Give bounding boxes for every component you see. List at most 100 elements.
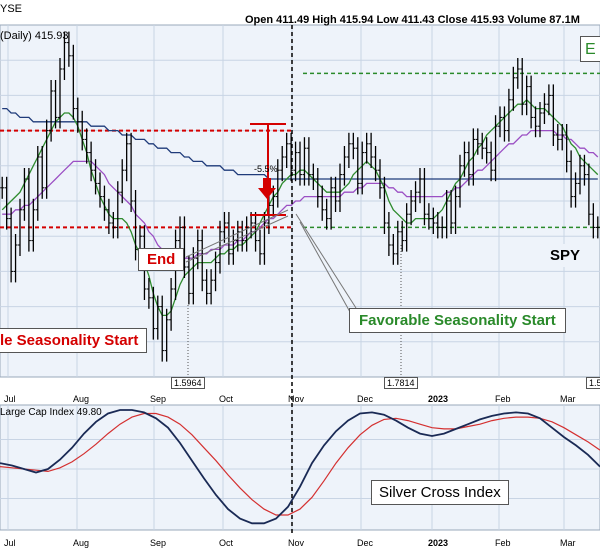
price-x-tick-label: Mar	[560, 394, 576, 404]
price-bar	[529, 75, 534, 129]
price-bar	[195, 229, 200, 270]
price-bar	[93, 159, 98, 195]
index-x-tick-label: Dec	[357, 538, 374, 548]
price-gridlines	[0, 25, 600, 377]
price-bar	[186, 256, 191, 305]
price-bar	[306, 137, 311, 186]
price-bar	[418, 168, 422, 204]
drop-bracket	[250, 123, 286, 216]
price-bar	[58, 58, 62, 129]
fav-callout-leader-2	[299, 221, 351, 313]
price-bar	[89, 141, 94, 182]
price-x-tick-label: Dec	[357, 394, 374, 404]
price-bar	[235, 220, 240, 252]
price-bar	[569, 150, 574, 208]
price-bar	[480, 132, 485, 160]
volume-marker-1: 1.5964	[171, 377, 205, 389]
end-label-right: E	[580, 36, 600, 62]
end-callout-leader	[185, 209, 289, 258]
price-bar	[502, 106, 507, 142]
price-bar	[386, 212, 391, 256]
index-x-tick-label: Mar	[560, 538, 576, 548]
price-bar	[555, 124, 560, 151]
index-signal-line	[0, 412, 600, 516]
price-bar	[98, 172, 102, 208]
end-callout-leader-2	[185, 215, 289, 263]
pct-change-label: -5.5%	[254, 164, 278, 174]
price-bar	[444, 190, 449, 239]
price-bar	[422, 168, 427, 226]
price-bar	[564, 124, 569, 173]
ticker-label: SPY	[544, 244, 587, 267]
ma-mid-line	[2, 129, 599, 259]
price-bar	[440, 216, 445, 239]
favorable-seasonality-label: Favorable Seasonality Start	[349, 308, 566, 333]
price-bar	[26, 168, 31, 252]
price-bar	[498, 106, 502, 138]
price-bar	[71, 44, 76, 120]
price-bar	[404, 203, 409, 252]
price-bar	[453, 185, 458, 234]
price-bar	[200, 229, 205, 292]
index-x-tick-label: Feb	[495, 538, 511, 548]
volume-marker-2: 1.7814	[384, 377, 418, 389]
price-bar	[298, 141, 302, 186]
price-bar	[551, 84, 556, 146]
price-bar	[155, 295, 160, 340]
price-bar	[13, 234, 18, 283]
price-bar	[520, 58, 525, 116]
index-x-axis: Jul Aug Sep Oct Nov Dec 2023 Feb Mar	[4, 538, 576, 548]
price-bar	[378, 159, 382, 199]
price-bar	[151, 286, 156, 340]
price-bar	[338, 163, 342, 212]
price-bar	[538, 102, 542, 138]
price-bar	[66, 31, 71, 67]
price-bar	[493, 115, 498, 182]
price-bar	[329, 176, 334, 230]
index-x-tick-label: 2023	[428, 538, 448, 548]
price-bar	[31, 198, 36, 252]
price-bar	[435, 212, 440, 239]
index-x-tick-label: Aug	[73, 538, 89, 548]
price-bar	[484, 137, 489, 164]
price-bar	[111, 212, 116, 239]
price-bar	[178, 216, 182, 252]
price-bar	[311, 163, 316, 190]
price-bar	[449, 190, 454, 234]
price-bar	[346, 132, 351, 168]
price-bar	[351, 132, 356, 160]
price-bar	[391, 234, 396, 265]
price-bar	[546, 84, 551, 116]
price-bar	[124, 132, 129, 182]
index-x-tick-label: Sep	[150, 538, 166, 548]
price-bar	[302, 137, 307, 186]
price-bar	[164, 308, 169, 362]
volume-marker-3: 1.5	[586, 377, 600, 389]
price-x-tick-label: 2023	[428, 394, 448, 404]
price-bar	[506, 88, 511, 142]
price-bar	[102, 185, 107, 221]
price-bar	[515, 58, 520, 89]
exchange-label: YSE	[0, 3, 22, 15]
unfavorable-seasonality-label: le Seasonality Start	[0, 328, 148, 353]
series-label: (Daily) 415.93	[0, 30, 68, 42]
price-bar	[431, 207, 436, 234]
end-label: End	[138, 248, 185, 271]
price-bar	[364, 132, 369, 164]
price-bar	[586, 163, 591, 226]
price-bar	[22, 168, 27, 221]
price-bar	[400, 220, 405, 252]
price-bar	[169, 278, 174, 331]
price-bar	[333, 176, 338, 212]
index-x-tick-label: Oct	[219, 538, 234, 548]
price-bar	[373, 146, 378, 182]
price-bar	[324, 198, 329, 230]
price-bar	[382, 176, 387, 234]
price-x-axis: Jul Aug Sep Oct Nov Dec 2023 Feb Mar	[4, 394, 576, 404]
price-bar	[293, 141, 298, 182]
price-x-tick-label: Oct	[219, 394, 234, 404]
price-bar	[595, 216, 600, 239]
price-bar	[280, 146, 285, 182]
price-bar	[49, 80, 54, 142]
lower-panel-title: Large Cap Index 49.80	[0, 407, 102, 418]
